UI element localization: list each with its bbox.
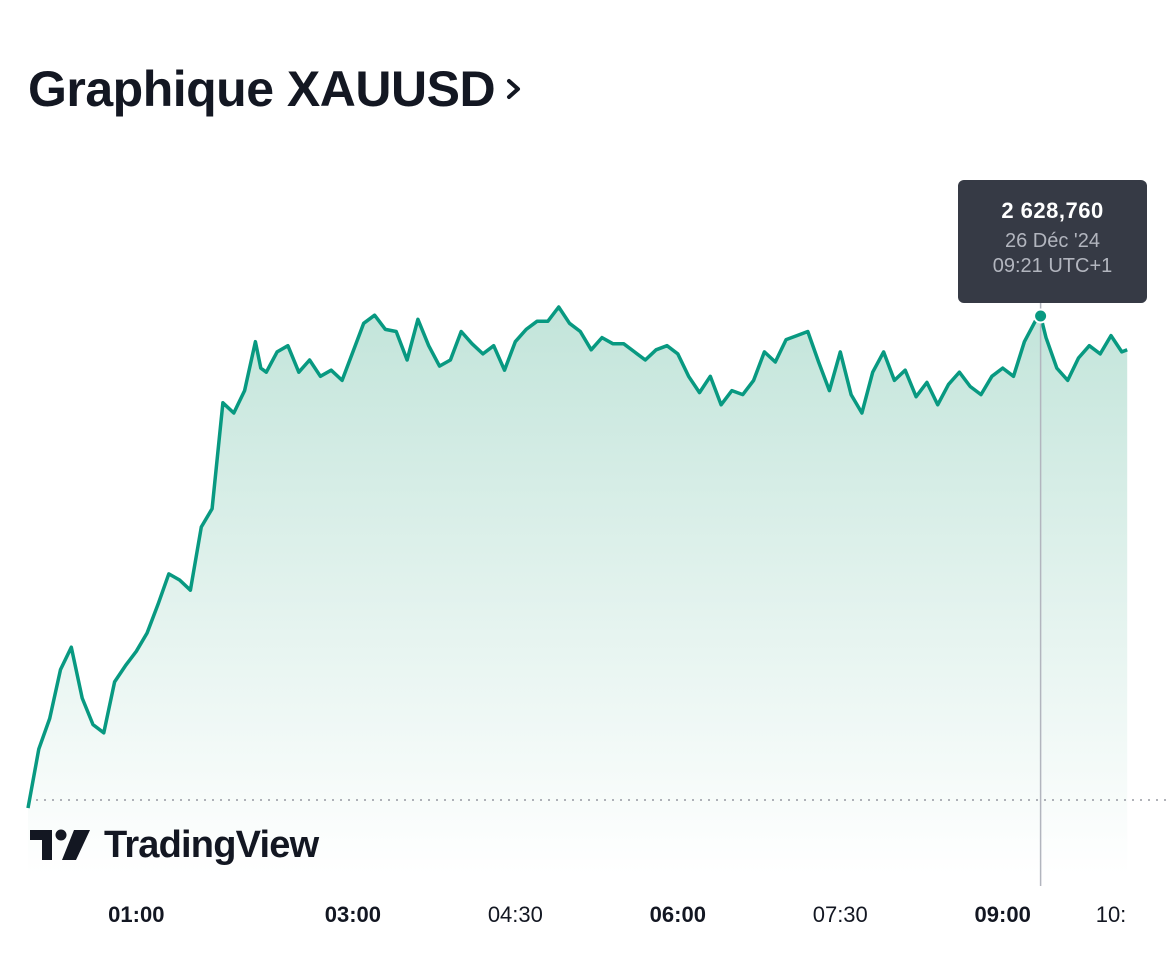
tooltip-date: 26 Déc '24 <box>1005 230 1100 252</box>
price-tooltip: 2 628,760 26 Déc '24 09:21 UTC+1 <box>958 180 1147 303</box>
x-tick-label: 03:00 <box>324 902 382 927</box>
tooltip-price: 2 628,760 <box>1001 198 1104 223</box>
tooltip-time: 09:21 UTC+1 <box>992 255 1113 277</box>
chart-title[interactable]: Graphique XAUUSD <box>28 58 525 120</box>
x-tick-label: 01:00 <box>108 902 165 927</box>
x-tick-label: 10: <box>1095 902 1127 927</box>
tradingview-logo[interactable]: TradingView <box>30 822 319 868</box>
price-line <box>26 305 1128 809</box>
x-tick-label: 09:00 <box>974 902 1031 927</box>
x-tick-label: 04:30 <box>487 902 543 927</box>
chevron-right-icon <box>507 79 521 99</box>
price-area-fill <box>28 307 1128 875</box>
highlight-point[interactable] <box>1033 308 1049 324</box>
tradingview-logo-icon <box>30 829 90 860</box>
x-tick-label: 07:30 <box>812 902 868 927</box>
x-tick-label: 06:00 <box>649 902 706 927</box>
chart-title-text: Graphique XAUUSD <box>28 61 496 117</box>
tradingview-logo-text: TradingView <box>104 823 319 866</box>
